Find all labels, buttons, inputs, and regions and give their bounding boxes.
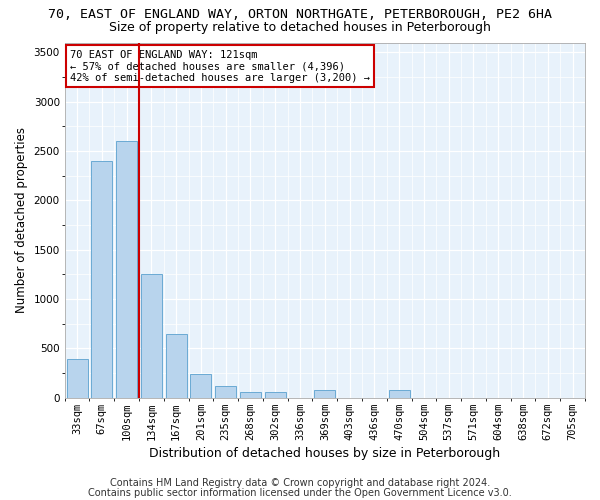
Text: Size of property relative to detached houses in Peterborough: Size of property relative to detached ho… [109,21,491,34]
Text: Contains HM Land Registry data © Crown copyright and database right 2024.: Contains HM Land Registry data © Crown c… [110,478,490,488]
Bar [141,274,162,398]
X-axis label: Distribution of detached houses by size in Peterborough: Distribution of detached houses by size … [149,447,500,460]
Bar [240,392,261,398]
Bar [67,359,88,398]
Text: 70, EAST OF ENGLAND WAY, ORTON NORTHGATE, PETERBOROUGH, PE2 6HA: 70, EAST OF ENGLAND WAY, ORTON NORTHGATE… [48,8,552,20]
Text: Contains public sector information licensed under the Open Government Licence v3: Contains public sector information licen… [88,488,512,498]
Bar [190,374,211,398]
Y-axis label: Number of detached properties: Number of detached properties [15,127,28,313]
Bar [116,141,137,398]
Bar [314,390,335,398]
Bar [389,390,410,398]
Bar [91,161,112,398]
Text: 70 EAST OF ENGLAND WAY: 121sqm
← 57% of detached houses are smaller (4,396)
42% : 70 EAST OF ENGLAND WAY: 121sqm ← 57% of … [70,50,370,83]
Bar [166,334,187,398]
Bar [215,386,236,398]
Bar [265,392,286,398]
